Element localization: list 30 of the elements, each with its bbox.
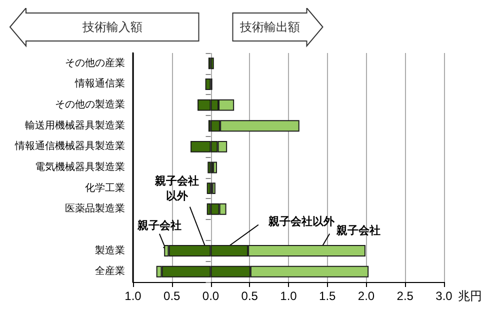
x-tick-label: 2.5 [396,289,414,303]
y-tick-label: 電気機械器具製造業 [35,161,125,173]
x-tick-label: 0.5 [241,289,258,303]
y-tick-label: 輸送用機械器具製造業 [25,119,125,132]
y-tick-label: その他の産業 [65,56,125,69]
annotation: 親子会社 [136,218,182,232]
x-tick-label: 0.5 [164,289,181,303]
text: 技術輸入額 [81,20,142,34]
y-tick-label: 全産業 [95,265,125,278]
annotation: 親子会社以外 [154,174,199,202]
text: 技術輸出額 [238,20,300,34]
x-tick-label: 1.5 [319,289,336,303]
bar [210,58,214,70]
y-tick-label: 製造業 [95,244,125,256]
bar [205,78,211,90]
y-tick-label: その他の製造業 [55,98,125,111]
x-tick-label: 3.0 [436,289,453,303]
x-tick-label: 1.0 [280,289,298,303]
x-axis-title: 兆円 [458,289,482,303]
x-tick-label: 1.0 [124,289,142,303]
y-tick-label: 情報通信業 [74,78,125,90]
bar [213,162,217,174]
y-tick-label: 化学工業 [85,182,125,194]
y-tick-label: 医薬品製造業 [65,202,125,215]
annotation: 親子会社以外 [267,214,336,228]
x-tick-label: 2.0 [358,289,375,303]
bar [208,162,211,174]
y-tick-label: 情報通信機械器具製造業 [14,140,125,152]
annotation: 親子会社 [336,224,381,237]
x-tick-label: 0.0 [202,289,220,303]
